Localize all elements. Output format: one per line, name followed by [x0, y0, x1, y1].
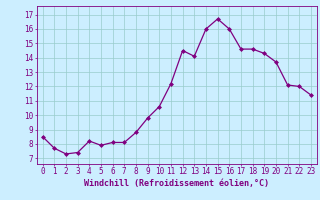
X-axis label: Windchill (Refroidissement éolien,°C): Windchill (Refroidissement éolien,°C)	[84, 179, 269, 188]
